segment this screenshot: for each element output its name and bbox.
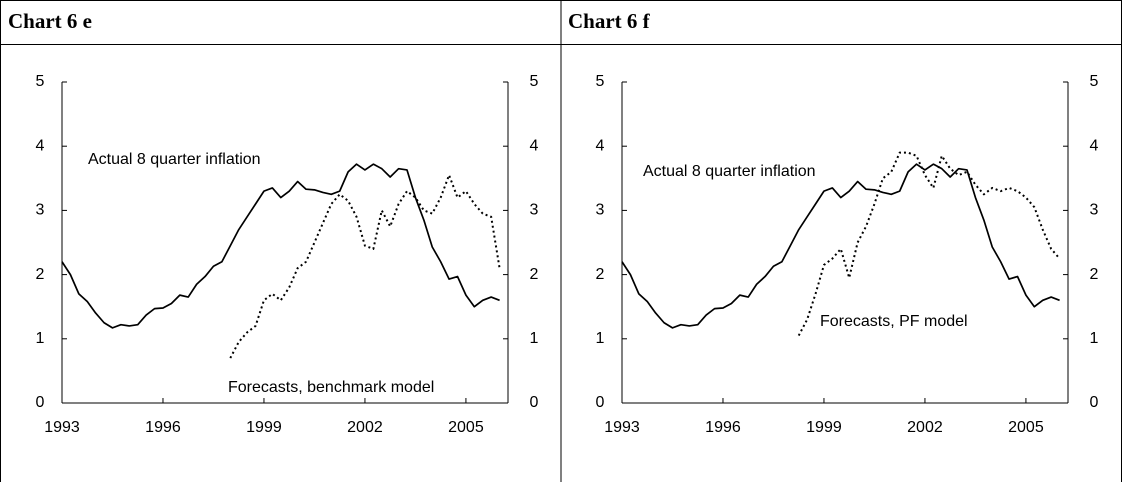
- y-tick-label: 1: [36, 330, 45, 347]
- series-line: [61, 163, 500, 329]
- y2-tick-label: 4: [1090, 137, 1099, 154]
- series-line: [797, 151, 1061, 337]
- y2-tick-label: 1: [530, 330, 539, 347]
- y2-tick-label: 5: [530, 73, 539, 90]
- series-label: Actual 8 quarter inflation: [88, 151, 261, 168]
- y-tick-label: 0: [36, 394, 45, 411]
- x-tick-label: 1993: [44, 419, 80, 436]
- series-label: Forecasts, benchmark model: [228, 379, 434, 396]
- y-tick-label: 5: [596, 73, 605, 90]
- series-label: Forecasts, PF model: [820, 313, 968, 330]
- y2-tick-label: 2: [1090, 266, 1099, 283]
- y2-tick-label: 5: [1090, 73, 1099, 90]
- y-tick-label: 2: [596, 266, 605, 283]
- x-tick-label: 2002: [347, 419, 383, 436]
- y2-tick-label: 4: [530, 137, 539, 154]
- x-tick-label: 1996: [145, 419, 181, 436]
- series-line: [621, 163, 1060, 329]
- x-tick-label: 2005: [1008, 419, 1044, 436]
- y-tick-label: 4: [36, 137, 45, 154]
- y2-tick-label: 0: [1090, 394, 1099, 411]
- x-tick-label: 1999: [806, 419, 842, 436]
- x-tick-label: 1996: [705, 419, 741, 436]
- x-tick-label: 2002: [907, 419, 943, 436]
- x-tick-label: 1999: [246, 419, 282, 436]
- chart-title: Chart 6 f: [568, 9, 651, 33]
- y-tick-label: 3: [36, 202, 45, 219]
- y-tick-label: 0: [596, 394, 605, 411]
- y-tick-label: 2: [36, 266, 45, 283]
- y-tick-label: 3: [596, 202, 605, 219]
- y-tick-label: 5: [36, 73, 45, 90]
- chart-title: Chart 6 e: [8, 9, 92, 33]
- x-tick-label: 2005: [448, 419, 484, 436]
- y2-tick-label: 1: [1090, 330, 1099, 347]
- y-tick-label: 1: [596, 330, 605, 347]
- y2-tick-label: 0: [530, 394, 539, 411]
- y2-tick-label: 3: [530, 202, 539, 219]
- series-line: [229, 174, 501, 359]
- y2-tick-label: 3: [1090, 202, 1099, 219]
- series-label: Actual 8 quarter inflation: [643, 163, 816, 180]
- x-tick-label: 1993: [604, 419, 640, 436]
- y2-tick-label: 2: [530, 266, 539, 283]
- y-tick-label: 4: [596, 137, 605, 154]
